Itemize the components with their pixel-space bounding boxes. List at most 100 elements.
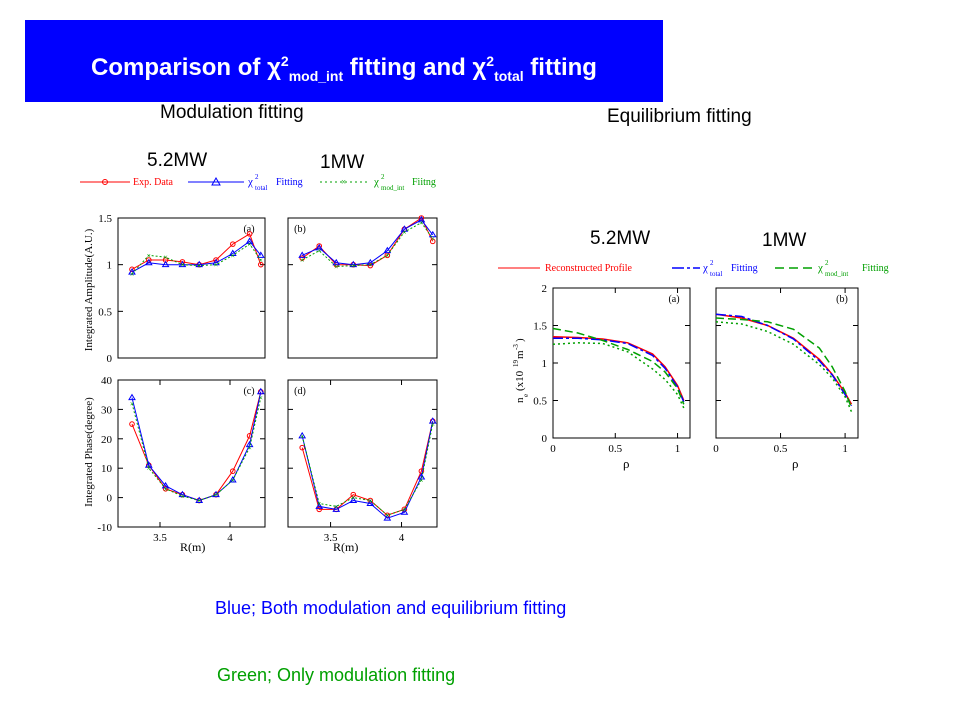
modulation-fitting-heading: Modulation fitting [160,102,304,123]
point-exp-a [246,231,253,237]
point-total-c [228,475,237,483]
point-total-c [195,496,204,504]
point-total-d [383,514,392,521]
panel-label-ra: (a) [668,294,679,305]
point-total-d [315,502,324,509]
x-tick-label-c: 3.5 [153,532,167,544]
point-mod-a: × [163,253,168,262]
point-mod-b: × [351,262,356,271]
point-mod-d: × [317,499,322,508]
density-y-label: n e (x10 19 m -3 ) [512,338,530,403]
y-tick-label-a: 0 [107,353,113,365]
y-tick-label-c: 10 [101,463,113,475]
point-mod-a: × [231,251,236,260]
y-tick-label-c: 40 [101,375,113,387]
y-tick-label-ra: 0 [542,433,548,445]
legend-total-sup: 2 [255,173,259,181]
power-label-left-1mw: 1MW [320,152,365,173]
point-mod-d: × [351,494,356,503]
y-tick-label-ra: 0.5 [533,396,547,408]
point-total-a [256,251,265,258]
point-total-d [349,496,358,504]
panel-label-rb: (b) [836,294,848,305]
page-title: Comparison of χ2mod_int fitting and χ2to… [25,20,663,102]
r-axis-label-c: R(m) [180,540,205,554]
point-total-a [161,260,170,268]
title-sup-1: 2 [280,53,289,69]
legend-rmod-label: Fitting [862,263,889,274]
point-total-b [383,246,392,254]
point-total-b [417,215,426,223]
panel-frame-rb [715,287,859,439]
ne-close: ) [514,338,526,342]
point-mod-c: × [259,394,264,403]
point-mod-b: × [430,235,435,244]
point-mod-a: × [147,251,152,260]
series-total-ra [553,337,685,403]
point-total-b [428,230,437,238]
right-legend: Reconstructed Profile χ 2 total Fitting … [498,259,889,278]
point-total-a [245,237,254,244]
point-exp-b [299,255,305,261]
note-green: Green; Only modulation fitting [217,665,456,685]
point-total-c [245,440,254,448]
title-prefix: Comparison of [91,54,268,81]
left-legend: Exp. Data χ 2 total Fitting × χ 2 mod_in… [80,173,436,192]
point-total-c [178,490,187,498]
panel-frame-a [117,217,266,359]
point-total-c [128,393,136,401]
series-total-b [302,219,434,266]
point-exp-c [162,485,169,492]
legend-mod-sub: mod_int [381,184,404,192]
legend-total-sub: total [255,184,267,192]
rho-axis-label-b: ρ [792,456,799,471]
point-mod-b: × [368,261,373,270]
point-mod-c: × [147,464,152,473]
point-mod-c: × [231,476,236,485]
point-total-a [128,268,136,275]
point-mod-a: × [180,261,185,270]
point-mod-d: × [430,420,435,429]
point-total-a [178,260,187,268]
legend-total-marker [211,176,221,186]
point-mod-b: × [300,256,305,265]
series-mod_int-rb [715,321,853,413]
title-banner: Comparison of χ2mod_int fitting and χ2to… [25,20,663,102]
series-mod_int-c [131,397,262,502]
point-total-d [400,508,409,515]
ne-m: m [514,350,526,359]
x-tick-label-rb: 0.5 [774,443,788,455]
title-sub-1: mod_int [288,67,344,84]
equilibrium-fitting-heading: Equilibrium fitting [607,106,752,127]
phase-y-label: Integrated Phase(degree) [83,397,95,507]
point-total-d [366,499,375,506]
point-mod-b: × [419,219,424,228]
series-exp-rb [715,313,853,405]
y-tick-label-c: 0 [107,493,113,505]
r-axis-label-d: R(m) [333,540,358,554]
series-total-d [301,421,434,519]
point-exp-a [258,261,264,268]
series-mod_int-ra [552,327,685,405]
panel-frame-d [287,379,438,528]
title-chi-1: χ [267,54,281,81]
point-exp-d [299,444,305,451]
point-mod-d: × [402,505,407,514]
y-tick-label-a: 1.5 [98,213,112,225]
point-mod-c: × [163,485,168,494]
point-mod-d: × [419,476,424,485]
legend-exp-label: Exp. Data [133,177,174,188]
point-mod-d: × [368,497,373,506]
point-mod-c: × [247,444,252,453]
legend-rtotal-chi: χ [702,262,708,274]
series-mod_int-rb [715,317,853,409]
x-tick-label-ra: 0 [550,443,556,455]
y-tick-label-c: -10 [97,522,112,534]
legend-rmod-sub: mod_int [825,270,848,278]
panel-label-a: (a) [243,224,254,235]
point-mod-c: × [197,497,202,506]
x-tick-label-d: 4 [399,532,405,544]
point-total-b [332,258,341,266]
series-mod_int-ra [552,342,685,409]
point-total-d [332,505,341,512]
